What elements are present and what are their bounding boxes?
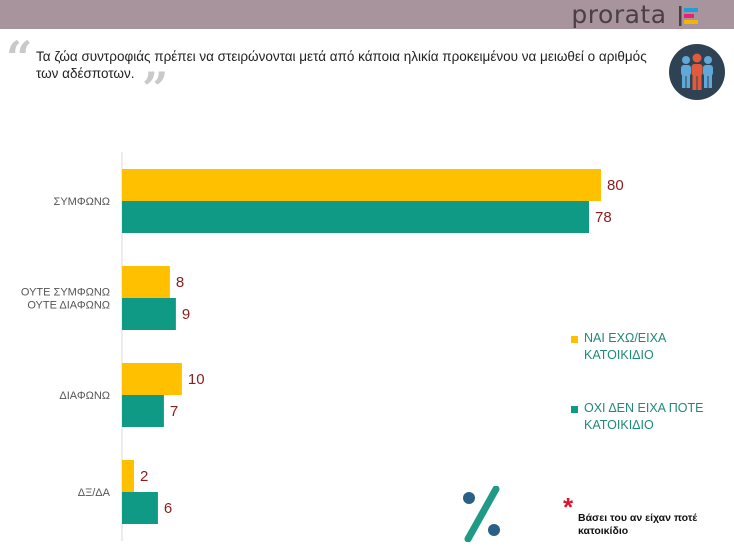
bar-series-2 [122, 395, 164, 427]
value-label: 2 [140, 468, 148, 485]
legend-swatch [571, 406, 578, 413]
asterisk-icon: * [563, 492, 574, 522]
legend-swatch [571, 336, 578, 343]
value-label: 78 [595, 209, 612, 226]
value-label: 9 [182, 306, 190, 323]
bar-series-2 [122, 492, 158, 524]
bar-series-1 [122, 363, 182, 395]
bar-series-2 [122, 298, 176, 330]
bar-series-1 [122, 169, 601, 201]
brand-logo: prorata [571, 0, 700, 29]
brand-mark-icon [679, 6, 698, 26]
bar-series-2 [122, 201, 590, 233]
question-text: Τα ζώα συντροφιάς πρέπει να στειρώνονται… [36, 49, 647, 81]
category-label: ΔΞ/ΔΑ [78, 487, 111, 499]
people-group-icon [669, 44, 725, 100]
category-label: ΣΥΜΦΩΝΩ [54, 196, 110, 208]
footnote-text: Βάσει του αν είχαν ποτέ κατοικίδιο [578, 512, 698, 537]
bar-series-1 [122, 266, 170, 298]
percent-icon [458, 485, 504, 547]
quote-close-icon: ” [142, 62, 169, 116]
legend-label: ΟΧΙ ΔΕΝ ΕΙΧΑ ΠΟΤΕ ΚΑΤΟΙΚΙΔΙΟ [584, 401, 704, 432]
bar-series-1 [122, 460, 134, 492]
category-label: ΔΙΑΦΩΝΩ [59, 390, 110, 402]
value-label: 6 [164, 500, 172, 517]
quote-open-icon: “ [6, 31, 33, 85]
brand-name: prorata [571, 0, 667, 29]
category-label: ΟΥΤΕ ΣΥΜΦΩΝΩ [21, 287, 110, 299]
legend-item-series-2: ΟΧΙ ΔΕΝ ΕΙΧΑ ΠΟΤΕ ΚΑΤΟΙΚΙΔΙΟ [571, 400, 721, 434]
top-bar [0, 0, 734, 29]
value-label: 8 [176, 274, 184, 291]
value-label: 80 [607, 177, 624, 194]
legend-label: ΝΑΙ ΕΧΩ/ΕΙΧΑ ΚΑΤΟΙΚΙΔΙΟ [584, 331, 667, 362]
legend-item-series-1: ΝΑΙ ΕΧΩ/ΕΙΧΑ ΚΑΤΟΙΚΙΔΙΟ [571, 330, 721, 364]
value-label: 7 [170, 403, 178, 420]
category-label: ΟΥΤΕ ΔΙΑΦΩΝΩ [27, 300, 110, 312]
value-label: 10 [188, 371, 205, 388]
